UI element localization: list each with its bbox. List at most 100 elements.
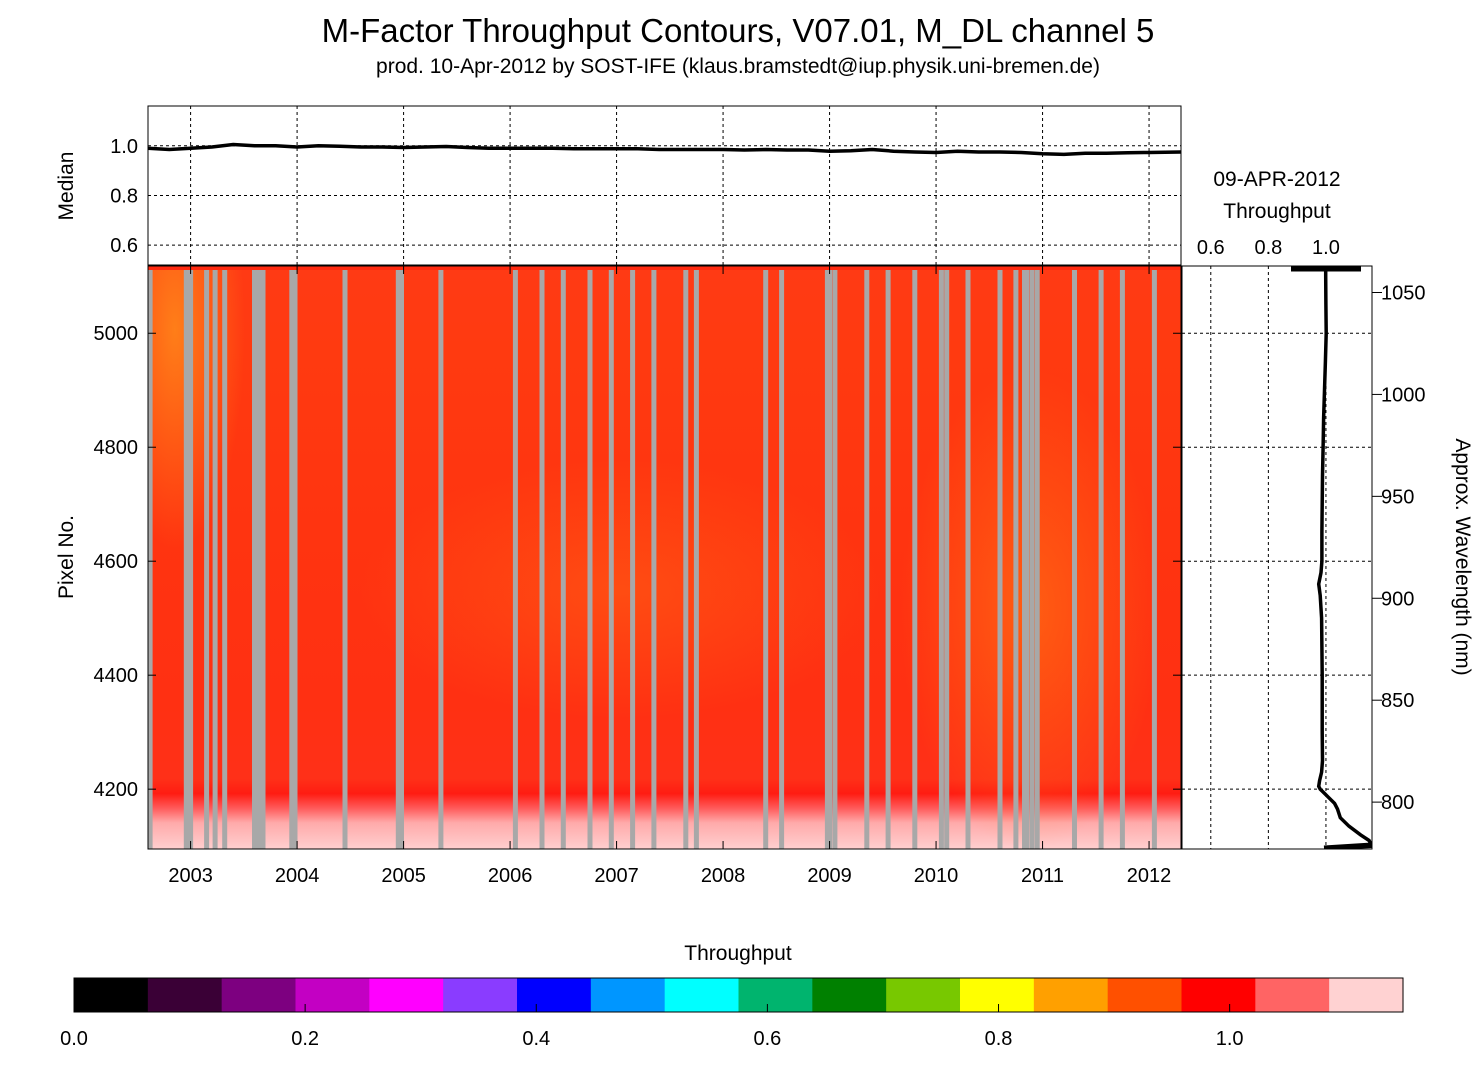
heatmap-gap-column — [183, 266, 189, 849]
profile-ytick-label: 800 — [1381, 792, 1414, 814]
heatmap-gap-column — [912, 266, 918, 849]
heatmap-gap-column — [254, 266, 260, 849]
chart-title: M-Factor Throughput Contours, V07.01, M_… — [322, 12, 1155, 49]
heatmap-gap-column — [1013, 266, 1019, 849]
heatmap-gap-columns — [148, 266, 1157, 849]
colorbar-ticks: 0.0 0.2 0.4 0.6 0.8 1.0 — [60, 1004, 1244, 1050]
colorbar-segment — [1181, 978, 1256, 1012]
heatmap-panel: 2003 2004 2005 2006 2007 2008 2009 2010 2011 2012… — [55, 265, 1182, 887]
heatmap-gap-column — [1029, 266, 1035, 849]
heatmap-gap-column — [1098, 266, 1104, 849]
heatmap-gap-column — [763, 266, 769, 849]
median-ticks: 0.6 0.8 1.0 — [110, 136, 138, 257]
heatmap-gap-column — [944, 266, 950, 849]
heatmap-gap-column — [438, 266, 444, 849]
colorbar-segment — [738, 978, 813, 1012]
heatmap-xtick-label: 2004 — [275, 865, 320, 887]
heatmap-gap-column — [965, 266, 971, 849]
profile-series-line — [1316, 266, 1372, 849]
colorbar-segment — [664, 978, 740, 1012]
heatmap-gap-column — [683, 266, 689, 849]
colorbar-tick-label: 0.0 — [60, 1028, 88, 1050]
heatmap-ytick-label: 4800 — [94, 437, 139, 459]
heatmap-gap-column — [1072, 266, 1077, 849]
colorbar-tick-label: 0.2 — [291, 1028, 319, 1050]
heatmap-ytick-label: 5000 — [94, 323, 139, 345]
colorbar-segment — [1329, 978, 1404, 1012]
colorbar-segment — [295, 978, 370, 1012]
heatmap-ytick-label: 4400 — [94, 665, 139, 687]
heatmap-gap-column — [1151, 266, 1157, 849]
colorbar-segment — [590, 978, 666, 1012]
colorbar-segment — [1255, 978, 1330, 1012]
median-frame — [147, 105, 1182, 266]
profile-xtick-label: 0.6 — [1197, 237, 1225, 259]
heatmap-gap-column — [342, 266, 348, 849]
heatmap-gap-column — [512, 266, 518, 849]
heatmap-ylabel: Pixel No. — [55, 515, 78, 599]
heatmap-gap-column — [630, 266, 636, 849]
heatmap-gap-column — [997, 266, 1003, 849]
heatmap-xtick-label: 2012 — [1127, 865, 1172, 887]
heatmap-gap-column — [885, 266, 891, 849]
profile-xtick-label: 1.0 — [1312, 237, 1340, 259]
heatmap-gap-column — [1119, 266, 1125, 849]
colorbar-segment — [812, 978, 887, 1012]
colorbar-segment — [517, 978, 592, 1012]
profile-ylabel-right: Approx. Wavelength (nm) — [1451, 438, 1474, 675]
profile-ytick-label: 1050 — [1381, 283, 1426, 305]
heatmap-orange-topleft — [148, 266, 245, 550]
heatmap-gap-column — [827, 266, 833, 849]
colorbar-segment — [74, 978, 149, 1012]
heatmap-gap-column — [693, 266, 699, 849]
colorbar-tick-label: 0.6 — [753, 1028, 781, 1050]
colorbar-segment — [960, 978, 1035, 1012]
heatmap-gap-column — [292, 266, 298, 849]
heatmap-gap-column — [260, 266, 266, 849]
heatmap-xtick-label: 2005 — [381, 865, 426, 887]
heatmap-gap-column — [864, 266, 870, 849]
colorbar-tick-label: 0.8 — [985, 1028, 1013, 1050]
heatmap-xtick-label: 2006 — [488, 865, 533, 887]
colorbar: Throughput 0.0 0.2 0.4 0.6 0.8 1.0 — [60, 942, 1404, 1050]
profile-ytick-label: 850 — [1381, 690, 1414, 712]
heatmap-grid — [148, 266, 1181, 849]
heatmap-gap-column — [938, 266, 944, 849]
profile-bottom-bar — [1323, 842, 1372, 849]
heatmap-xtick-label: 2010 — [914, 865, 959, 887]
heatmap-xtick-label: 2003 — [168, 865, 213, 887]
heatmap-gap-column — [399, 266, 404, 849]
heatmap-gap-column — [395, 266, 401, 849]
heatmap-gap-column — [1024, 266, 1030, 849]
heatmap-xtick-label: 2011 — [1021, 865, 1064, 887]
median-panel: 0.6 0.8 1.0 Median — [55, 105, 1182, 266]
profile-panel: 09-APR-2012 Throughput 0.6 0.8 1.0 800 850 90… — [1181, 168, 1474, 850]
heatmap-gap-column — [188, 266, 194, 849]
profile-xlabel: Throughput — [1223, 200, 1331, 223]
heatmap-top-strip — [148, 266, 1181, 270]
colorbar-segment — [147, 978, 223, 1012]
profile-ytick-label: 900 — [1381, 588, 1414, 610]
profile-ytick-label: 950 — [1381, 486, 1414, 508]
heatmap-xtick-label: 2008 — [701, 865, 746, 887]
median-ytick-label: 1.0 — [110, 136, 138, 158]
profile-grid — [1182, 266, 1382, 849]
heatmap-gap-column — [289, 266, 295, 849]
heatmap-gap-column — [587, 266, 593, 849]
heatmap-ticks: 2003 2004 2005 2006 2007 2008 2009 2010 2011 2012… — [94, 323, 1172, 887]
heatmap-frame — [147, 265, 1182, 850]
heatmap-gap-column — [779, 266, 785, 849]
heatmap-gap-column — [257, 266, 263, 849]
colorbar-segment — [886, 978, 961, 1012]
colorbar-segments — [74, 978, 1404, 1012]
heatmap-gap-column — [204, 266, 210, 849]
heatmap-gap-column — [560, 266, 566, 849]
profile-date: 09-APR-2012 — [1213, 168, 1340, 191]
colorbar-segment — [1033, 978, 1109, 1012]
colorbar-segment — [369, 978, 444, 1012]
profile-xtick-label: 0.8 — [1254, 237, 1282, 259]
colorbar-frame — [73, 977, 1404, 1013]
heatmap-gap-column — [832, 266, 838, 849]
median-ylabel: Median — [55, 152, 78, 221]
heatmap-orange-mid — [360, 460, 880, 720]
